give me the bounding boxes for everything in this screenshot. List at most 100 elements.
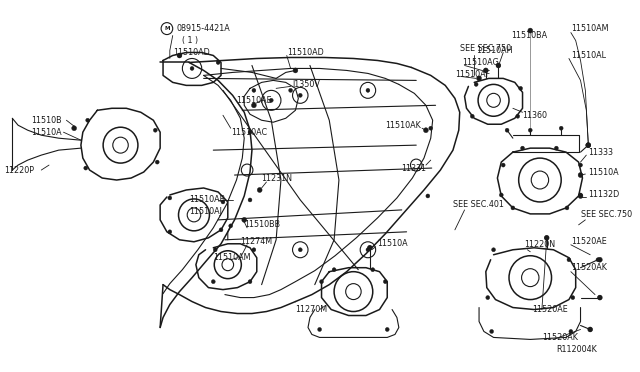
Text: 11510BB: 11510BB bbox=[244, 220, 280, 230]
Circle shape bbox=[516, 114, 520, 118]
Text: 11132D: 11132D bbox=[588, 190, 620, 199]
Text: SEE SEC.750: SEE SEC.750 bbox=[460, 44, 511, 53]
Circle shape bbox=[588, 327, 593, 332]
Circle shape bbox=[248, 198, 252, 202]
Circle shape bbox=[289, 89, 292, 92]
Circle shape bbox=[544, 235, 549, 240]
Circle shape bbox=[588, 327, 592, 331]
Text: 11510AC: 11510AC bbox=[230, 128, 267, 137]
Text: 11510AF: 11510AF bbox=[455, 70, 490, 79]
Circle shape bbox=[511, 206, 515, 210]
Circle shape bbox=[545, 236, 548, 240]
Text: 11510AB: 11510AB bbox=[189, 195, 225, 205]
Circle shape bbox=[252, 89, 256, 92]
Text: 11274M: 11274M bbox=[241, 237, 273, 246]
Circle shape bbox=[368, 246, 372, 250]
Circle shape bbox=[168, 196, 172, 200]
Text: 11510A: 11510A bbox=[588, 167, 619, 177]
Circle shape bbox=[213, 248, 217, 252]
Circle shape bbox=[486, 296, 490, 299]
Circle shape bbox=[252, 103, 256, 108]
Text: 11510AD: 11510AD bbox=[173, 48, 209, 57]
Text: 11510AH: 11510AH bbox=[476, 46, 513, 55]
Circle shape bbox=[216, 61, 220, 64]
Text: 11520AE: 11520AE bbox=[532, 305, 568, 314]
Circle shape bbox=[371, 268, 374, 272]
Circle shape bbox=[559, 126, 563, 130]
Circle shape bbox=[496, 63, 500, 68]
Circle shape bbox=[72, 126, 77, 131]
Circle shape bbox=[168, 230, 172, 234]
Circle shape bbox=[579, 193, 582, 197]
Circle shape bbox=[293, 68, 298, 73]
Circle shape bbox=[597, 295, 602, 300]
Text: SEE SEC.401: SEE SEC.401 bbox=[453, 201, 504, 209]
Circle shape bbox=[426, 194, 430, 198]
Circle shape bbox=[483, 68, 488, 73]
Circle shape bbox=[477, 76, 481, 81]
Circle shape bbox=[598, 296, 602, 299]
Circle shape bbox=[586, 143, 591, 148]
Circle shape bbox=[269, 98, 273, 102]
Circle shape bbox=[501, 163, 505, 167]
Text: 11231N: 11231N bbox=[262, 173, 292, 183]
Circle shape bbox=[367, 245, 372, 250]
Circle shape bbox=[497, 64, 500, 67]
Circle shape bbox=[492, 248, 495, 252]
Circle shape bbox=[567, 258, 571, 262]
Text: SEE SEC.750: SEE SEC.750 bbox=[580, 211, 632, 219]
Circle shape bbox=[499, 193, 503, 197]
Circle shape bbox=[528, 28, 532, 33]
Circle shape bbox=[470, 114, 474, 118]
Text: 11333: 11333 bbox=[588, 148, 613, 157]
Text: 11270M: 11270M bbox=[296, 305, 328, 314]
Circle shape bbox=[579, 163, 582, 167]
Text: 11510AD: 11510AD bbox=[287, 48, 323, 57]
Circle shape bbox=[257, 187, 262, 192]
Circle shape bbox=[520, 146, 524, 150]
Text: 11520AE: 11520AE bbox=[571, 237, 607, 246]
Circle shape bbox=[490, 330, 493, 333]
Circle shape bbox=[554, 146, 558, 150]
Circle shape bbox=[586, 143, 590, 147]
Circle shape bbox=[569, 330, 573, 333]
Circle shape bbox=[190, 67, 194, 70]
Circle shape bbox=[219, 228, 223, 232]
Circle shape bbox=[177, 54, 181, 58]
Text: 11510AJ: 11510AJ bbox=[189, 208, 222, 217]
Circle shape bbox=[366, 248, 370, 252]
Circle shape bbox=[248, 130, 252, 134]
Circle shape bbox=[242, 217, 246, 222]
Circle shape bbox=[474, 82, 478, 86]
Text: 11360: 11360 bbox=[522, 111, 548, 120]
Circle shape bbox=[578, 193, 583, 198]
Text: R112004K: R112004K bbox=[556, 345, 597, 354]
Circle shape bbox=[211, 280, 215, 283]
Text: 11510B: 11510B bbox=[31, 116, 62, 125]
Text: 11510BA: 11510BA bbox=[511, 31, 547, 40]
Circle shape bbox=[484, 68, 488, 73]
Circle shape bbox=[177, 53, 182, 58]
Text: 11510A: 11510A bbox=[378, 239, 408, 248]
Circle shape bbox=[84, 166, 88, 170]
Text: 11510A: 11510A bbox=[31, 128, 62, 137]
Circle shape bbox=[571, 296, 575, 299]
Circle shape bbox=[529, 128, 532, 132]
Text: 11520AK: 11520AK bbox=[542, 333, 578, 342]
Circle shape bbox=[429, 126, 433, 130]
Circle shape bbox=[586, 143, 591, 148]
Circle shape bbox=[597, 257, 602, 262]
Text: 11520AK: 11520AK bbox=[571, 263, 607, 272]
Circle shape bbox=[252, 248, 256, 252]
Text: 11331: 11331 bbox=[401, 164, 426, 173]
Circle shape bbox=[86, 118, 90, 122]
Circle shape bbox=[578, 173, 583, 177]
Circle shape bbox=[505, 128, 509, 132]
Circle shape bbox=[332, 268, 336, 272]
Text: 11220P: 11220P bbox=[4, 166, 35, 174]
Text: 11510AG: 11510AG bbox=[461, 58, 499, 67]
Text: 11510AM: 11510AM bbox=[213, 253, 251, 262]
Text: 11510AL: 11510AL bbox=[571, 51, 606, 60]
Text: 11510AM: 11510AM bbox=[571, 24, 609, 33]
Circle shape bbox=[518, 86, 522, 90]
